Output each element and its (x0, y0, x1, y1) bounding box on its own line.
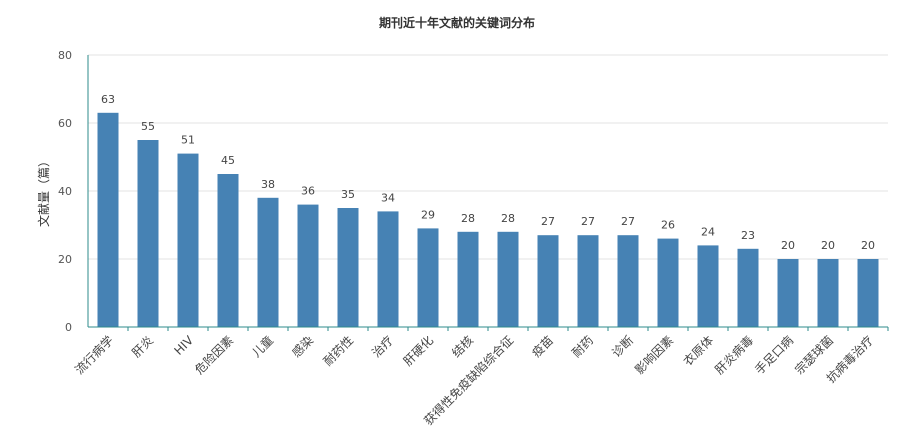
category-label: 治疗 (369, 333, 396, 360)
y-tick-label: 20 (58, 253, 72, 266)
category-label: 手足口病 (752, 333, 797, 378)
data-label: 27 (541, 215, 555, 228)
y-axis-label: 文献量（篇） (36, 155, 51, 227)
category-label: 肝炎 (129, 333, 156, 360)
bar (337, 208, 359, 327)
category-label: 耐药性 (321, 333, 356, 368)
axes (87, 55, 889, 331)
bar (497, 231, 519, 327)
category-label: 流行病学 (72, 333, 117, 378)
bar (217, 174, 239, 327)
bar (657, 238, 679, 327)
category-label: 衣原体 (680, 333, 716, 369)
category-label: HIV (172, 333, 197, 358)
data-label: 28 (501, 212, 515, 225)
category-label: 疫苗 (529, 333, 557, 361)
data-label: 24 (701, 225, 715, 238)
bars (97, 112, 879, 327)
y-tick-label: 0 (65, 321, 72, 334)
data-label: 20 (821, 239, 835, 252)
gridlines (88, 54, 888, 260)
bar (457, 231, 479, 327)
category-label: 诊断 (609, 333, 637, 361)
bar (177, 153, 199, 327)
bar (777, 259, 799, 327)
data-label: 23 (741, 229, 755, 242)
category-label: 耐药 (569, 333, 596, 360)
category-label: 感染 (289, 333, 317, 361)
data-label: 20 (861, 239, 875, 252)
category-label: 结核 (449, 333, 476, 360)
data-label: 55 (141, 120, 155, 133)
bar (857, 259, 879, 327)
data-label: 36 (301, 185, 315, 198)
data-label: 28 (461, 212, 475, 225)
bar (137, 140, 159, 327)
bar (297, 204, 319, 327)
chart-title: 期刊近十年文献的关键词分布 (379, 15, 535, 30)
data-label: 26 (661, 219, 675, 232)
data-labels: 63 55 51 45 38 36 35 34 29 28 28 27 27 27 26 24 23 20 20 20 (101, 93, 875, 252)
data-label: 27 (621, 215, 635, 228)
y-tick-label: 40 (58, 185, 72, 198)
bar (257, 197, 279, 327)
bar (737, 248, 759, 327)
y-tick-labels: 0 20 40 60 80 (58, 49, 72, 334)
data-label: 51 (181, 134, 195, 147)
data-label: 38 (261, 178, 275, 191)
data-label: 63 (101, 93, 115, 106)
bar (617, 235, 639, 327)
data-label: 27 (581, 215, 595, 228)
category-labels: 流行病学 肝炎 HIV危险因素 儿童 感染 耐药性 治疗 肝硬化 结核获得性免疫缺陷综合征 疫苗耐… (72, 333, 877, 428)
data-label: 45 (221, 154, 235, 167)
data-label: 29 (421, 208, 435, 221)
data-label: 35 (341, 188, 355, 201)
bar (97, 112, 119, 327)
bar (417, 228, 439, 327)
bar (817, 259, 839, 327)
category-label: 危险因素 (192, 333, 237, 378)
bar (537, 235, 559, 327)
category-label: 肝炎病毒 (712, 333, 757, 378)
category-label: 影响因素 (632, 333, 677, 378)
y-tick-label: 80 (58, 49, 72, 62)
data-label: 34 (381, 191, 395, 204)
category-label: 儿童 (249, 333, 277, 361)
bar (697, 245, 719, 327)
bar (577, 235, 599, 327)
bar (377, 211, 399, 327)
category-label: 肝硬化 (401, 333, 436, 368)
y-tick-label: 60 (58, 117, 72, 130)
data-label: 20 (781, 239, 795, 252)
